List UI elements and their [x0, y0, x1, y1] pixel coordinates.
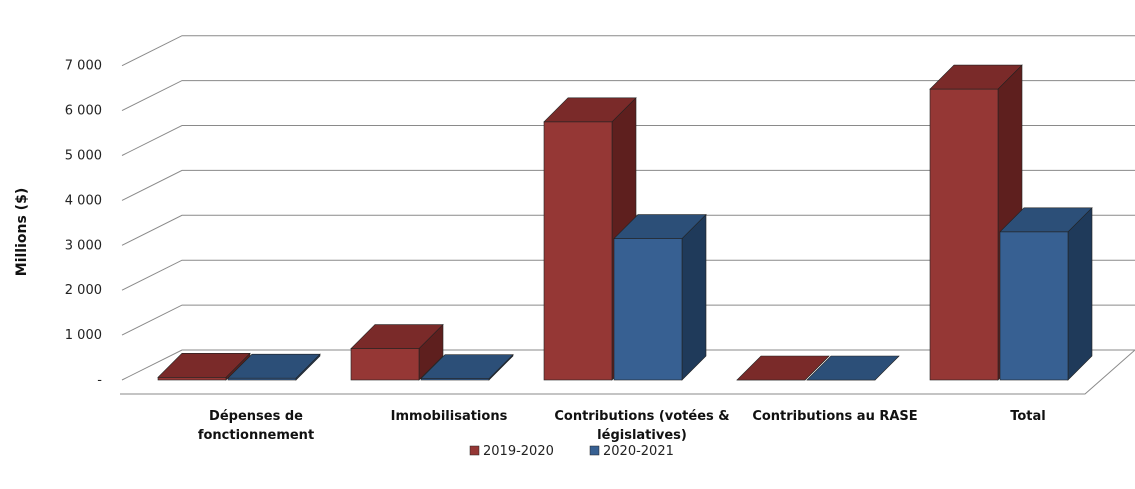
legend-swatch — [469, 445, 480, 456]
y-tick-label: 2 000 — [65, 283, 102, 298]
gridline — [121, 304, 1135, 336]
bar-side — [681, 213, 707, 381]
bar-top — [999, 207, 1093, 233]
bar-top — [420, 354, 514, 379]
bar-2020-2021-3 — [806, 355, 900, 381]
legend: 2019-2020 2020-2021 — [469, 444, 674, 459]
x-category-label: Total — [1010, 409, 1046, 424]
gridline — [121, 169, 1135, 201]
legend-item-2019-2020: 2019-2020 — [469, 444, 554, 459]
bar-top — [227, 353, 321, 379]
x-category-label: Contributions au RASE — [752, 409, 917, 424]
floor-edge — [120, 349, 1135, 395]
bar-top — [806, 355, 900, 381]
y-tick-label: - — [97, 373, 102, 388]
bar-side — [1067, 207, 1093, 381]
bar-2020-2021-4 — [999, 207, 1093, 381]
bar-front — [350, 348, 420, 381]
bar-top — [929, 64, 1023, 90]
gridline — [121, 214, 1135, 246]
bar-front — [543, 121, 613, 381]
bar-2019-2020-1 — [350, 323, 444, 381]
bar-front — [929, 88, 999, 381]
gridline — [121, 35, 1135, 67]
bar-2020-2021-1 — [420, 353, 514, 381]
bar-top — [157, 353, 251, 378]
y-tick-label: 5 000 — [65, 149, 102, 164]
bar-2019-2020-0 — [157, 352, 251, 381]
bar-2019-2020-3 — [736, 355, 830, 381]
x-axis: Dépenses de fonctionnement Immobilisations… — [198, 409, 1046, 443]
y-tick-label: 6 000 — [65, 104, 102, 119]
bar-2020-2021-0 — [227, 353, 321, 381]
bars — [157, 64, 1093, 381]
legend-label: 2019-2020 — [483, 444, 554, 459]
gridline — [121, 259, 1135, 291]
y-axis: - 1 000 2 000 3 000 4 000 5 000 6 000 7 000 — [65, 59, 103, 388]
y-tick-label: 7 000 — [65, 59, 102, 74]
legend-item-2020-2021: 2020-2021 — [589, 444, 674, 459]
bar-top — [350, 324, 444, 349]
x-category-label: Contributions (votées & législatives) — [554, 409, 729, 443]
bar-top — [736, 355, 830, 381]
y-tick-label: 1 000 — [65, 328, 102, 343]
bar-front — [613, 238, 683, 381]
bar-front — [999, 231, 1069, 381]
gridline — [121, 125, 1135, 156]
y-tick-label: 4 000 — [65, 193, 102, 208]
x-category-label: Dépenses de fonctionnement — [198, 409, 314, 443]
bar-front — [157, 377, 227, 381]
y-tick-label: 3 000 — [65, 238, 102, 253]
gridline — [121, 349, 1135, 381]
bar-top — [543, 97, 637, 123]
x-category-label: Immobilisations — [391, 409, 508, 424]
gridline — [121, 80, 1135, 112]
y-axis-title: Millions ($) — [14, 188, 30, 276]
legend-swatch — [589, 445, 600, 456]
legend-label: 2020-2021 — [603, 444, 674, 459]
gridlines — [120, 35, 1135, 395]
bar-top — [613, 214, 707, 239]
bar-2020-2021-2 — [613, 213, 707, 381]
